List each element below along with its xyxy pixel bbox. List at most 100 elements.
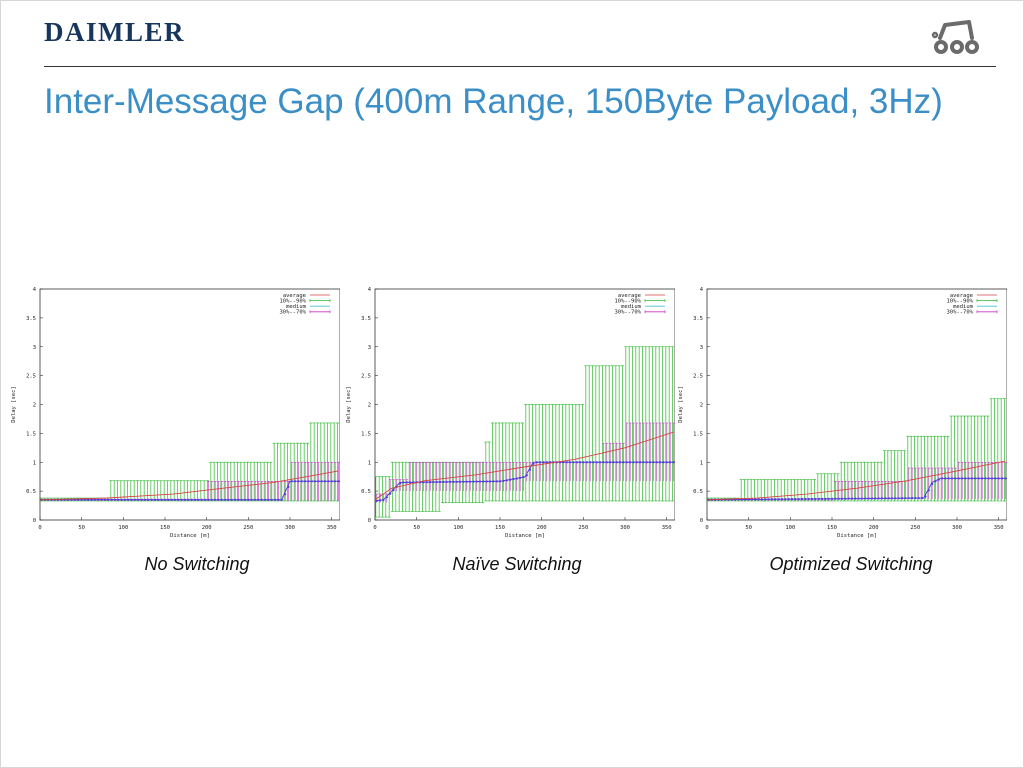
x-axis-label: Distance [m] [170,533,210,539]
medium-point [137,498,140,501]
x-tick-label: 100 [453,525,463,531]
medium-point [629,461,632,464]
medium-point [307,480,310,483]
medium-point [284,493,287,496]
medium-point [502,479,505,482]
series-medium [374,461,675,502]
medium-point [582,461,585,464]
medium-point [602,461,605,464]
medium-point [462,480,465,483]
average-line [374,431,674,501]
x-axis-label: Distance [m] [837,533,877,539]
medium-point [622,461,625,464]
medium-point [901,497,904,500]
y-tick-label: 3 [33,345,36,351]
medium-point [997,477,1000,480]
medium-point [455,480,458,483]
legend-label: 30%--70% [615,310,642,316]
medium-point [801,497,804,501]
medium-point [314,480,317,483]
medium-point [592,461,595,464]
average-line [706,460,1006,501]
medium-point [385,496,388,499]
medium-point [130,498,133,501]
medium-point [884,497,887,500]
medium-point [947,477,950,480]
medium-point [100,498,103,501]
slide-title: Inter-Message Gap (400m Range, 150Byte P… [44,82,943,121]
legend-label: medium [286,304,307,310]
medium-point [180,498,183,501]
medium-point [240,498,243,501]
y-tick-label: 1.5 [693,431,703,437]
medium-point [134,498,137,501]
medium-point [827,497,830,500]
y-tick-label: 3 [368,345,371,351]
medium-point [655,461,658,464]
medium-point [911,497,914,500]
medium-point [639,461,642,464]
x-tick-label: 150 [160,525,170,531]
medium-point [532,462,535,465]
medium-point [160,498,163,501]
medium-point [529,468,532,471]
chart-optimized-switching: 0 0.5 1 1.5 2 2.5 3 3.5 4 0 50 100 150 200 250 300 350 Di… [672,283,1007,543]
caption-naive-switching: Naïve Switching [452,554,582,574]
medium-point [595,461,598,464]
medium-point [927,489,930,492]
medium-point [207,498,210,501]
medium-point [250,498,253,501]
medium-point [824,497,827,500]
medium-point [392,489,395,492]
medium-point [747,498,750,501]
medium-point [154,498,157,501]
daimler-logo: DAIMLER [44,17,186,47]
medium-point [449,480,452,483]
y-tick-label: 2 [368,403,371,409]
medium-point [197,498,200,501]
medium-point [834,497,837,500]
medium-point [330,480,333,483]
y-tick-label: 2.5 [693,374,703,380]
medium-point [645,461,648,464]
y-tick-label: 0.5 [361,489,371,495]
medium-point [489,480,492,483]
x-tick-label: 250 [910,525,920,531]
medium-point [907,497,910,500]
medium-point [150,498,153,501]
medium-point [127,498,130,501]
medium-point [327,480,330,483]
header-rule [44,66,996,67]
medium-point [230,498,233,501]
medium-point [565,461,568,464]
medium-point [499,480,502,483]
medium-point [300,480,303,483]
medium-point [921,496,924,500]
medium-point [831,497,834,500]
medium-point [814,497,817,501]
medium-point [110,498,113,501]
y-tick-label: 3.5 [693,316,703,322]
medium-point [669,461,672,464]
medium-point [981,477,984,480]
y-tick-label: 1.5 [26,431,36,437]
medium-point [227,498,230,501]
medium-point [635,461,638,464]
chart-no-switching: 0 0.5 1 1.5 2 2.5 3 3.5 4 0 50 100 150 200 250 300 350 Di… [5,283,340,543]
x-tick-label: 300 [952,525,962,531]
series-30-70 [375,422,675,503]
medium-line [40,480,339,501]
y-tick-label: 0 [33,518,36,524]
medium-point [784,498,787,501]
medium-point [324,480,327,483]
series-medium [706,477,1007,501]
medium-point [781,498,784,501]
medium-point [382,498,385,502]
medium-point [277,498,280,501]
medium-point [260,498,263,501]
medium-point [459,480,462,483]
medium-point [184,498,187,501]
medium-point [174,498,177,501]
medium-point [744,498,747,501]
